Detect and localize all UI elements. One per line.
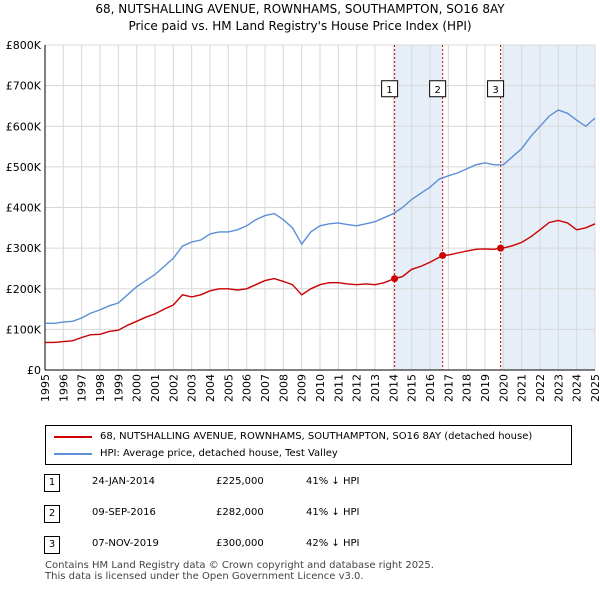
x-tick-label: 2009	[296, 374, 309, 402]
x-tick-label: 2016	[424, 374, 437, 402]
x-tick-label: 2013	[369, 374, 382, 402]
transaction-hpi-diff: 42% ↓ HPI	[306, 538, 360, 549]
transaction-date: 09-SEP-2016	[92, 507, 156, 518]
transaction-hpi-diff: 41% ↓ HPI	[306, 507, 360, 518]
x-tick-label: 1996	[57, 374, 70, 402]
legend-label-hpi: HPI: Average price, detached house, Test…	[100, 448, 338, 459]
x-tick-label: 2020	[497, 374, 510, 402]
x-tick-label: 2002	[167, 374, 180, 402]
x-tick-label: 1995	[39, 374, 52, 402]
x-tick-label: 2025	[589, 374, 600, 402]
x-tick-label: 2000	[131, 374, 144, 402]
y-tick-label: £500K	[6, 161, 42, 174]
x-tick-label: 2004	[204, 374, 217, 402]
x-tick-label: 1999	[112, 374, 125, 402]
transaction-point	[391, 275, 399, 283]
footer-copyright: Contains HM Land Registry data © Crown c…	[45, 560, 434, 571]
x-tick-label: 1997	[76, 374, 89, 402]
transaction-marker-label: 2	[434, 85, 440, 96]
y-tick-label: £400K	[6, 202, 42, 215]
series-line-hpi	[45, 109, 596, 324]
transaction-number: 3	[44, 536, 60, 554]
x-tick-label: 2001	[149, 374, 162, 402]
transaction-marker-box	[429, 80, 447, 98]
transaction-marker-box	[381, 80, 399, 98]
transaction-marker-box	[487, 80, 505, 98]
x-tick-label: 2010	[314, 374, 327, 402]
y-tick-label: £600K	[6, 120, 42, 133]
transaction-point	[439, 251, 447, 259]
x-tick-label: 2015	[406, 374, 419, 402]
legend-swatch-hpi	[54, 453, 92, 455]
transaction-point	[497, 244, 505, 252]
transaction-date: 07-NOV-2019	[92, 538, 159, 549]
y-tick-label: £100K	[6, 323, 42, 336]
x-tick-label: 1998	[94, 374, 107, 402]
x-tick-label: 2023	[552, 374, 565, 402]
transaction-number: 1	[44, 474, 60, 492]
transaction-marker-label: 1	[386, 85, 392, 96]
legend: 68, NUTSHALLING AVENUE, ROWNHAMS, SOUTHA…	[45, 425, 572, 465]
transaction-marker-label: 3	[492, 85, 498, 96]
transaction-hpi-diff: 41% ↓ HPI	[306, 476, 360, 487]
chart-title: 68, NUTSHALLING AVENUE, ROWNHAMS, SOUTHA…	[95, 2, 505, 16]
x-tick-label: 2003	[186, 374, 199, 402]
x-tick-label: 2006	[241, 374, 254, 402]
footer-licence: This data is licensed under the Open Gov…	[45, 571, 364, 582]
x-tick-label: 2012	[351, 374, 364, 402]
x-tick-label: 2007	[259, 374, 272, 402]
legend-swatch-property	[54, 436, 92, 438]
x-tick-label: 2014	[387, 374, 400, 402]
y-tick-label: £700K	[6, 80, 42, 93]
x-tick-label: 2011	[332, 374, 345, 402]
x-tick-label: 2017	[442, 374, 455, 402]
y-tick-label: £0	[27, 364, 41, 377]
transaction-price: £300,000	[216, 538, 264, 549]
x-tick-label: 2022	[534, 374, 547, 402]
transaction-number: 2	[44, 505, 60, 523]
x-tick-label: 2019	[479, 374, 492, 402]
price-chart: £0 £100K £200K £300K £400K £500K £600K £700K £80…	[6, 39, 600, 402]
y-tick-label: £200K	[6, 283, 42, 296]
y-tick-label: £800K	[6, 39, 42, 52]
y-tick-label: £300K	[6, 242, 42, 255]
x-tick-label: 2008	[277, 374, 290, 402]
transaction-date: 24-JAN-2014	[92, 476, 156, 487]
x-tick-label: 2024	[571, 374, 584, 402]
x-tick-label: 2021	[516, 374, 529, 402]
transaction-price: £225,000	[216, 476, 264, 487]
chart-subtitle: Price paid vs. HM Land Registry's House …	[128, 19, 472, 33]
legend-label-property: 68, NUTSHALLING AVENUE, ROWNHAMS, SOUTHA…	[100, 431, 533, 442]
x-tick-label: 2018	[461, 374, 474, 402]
transaction-price: £282,000	[216, 507, 264, 518]
x-tick-label: 2005	[222, 374, 235, 402]
